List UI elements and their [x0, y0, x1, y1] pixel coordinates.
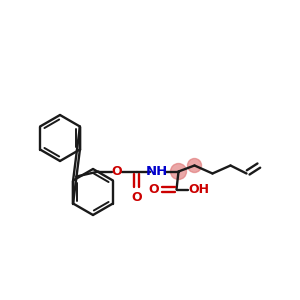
Text: O: O — [111, 165, 122, 178]
Text: OH: OH — [188, 183, 209, 196]
Text: O: O — [148, 183, 159, 196]
Text: NH: NH — [146, 165, 168, 178]
Circle shape — [170, 164, 187, 179]
Text: O: O — [131, 191, 142, 204]
Circle shape — [188, 158, 202, 172]
